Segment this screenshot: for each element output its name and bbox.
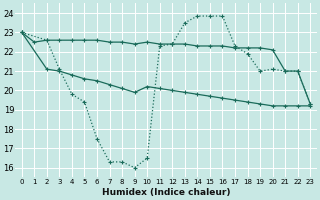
X-axis label: Humidex (Indice chaleur): Humidex (Indice chaleur): [102, 188, 230, 197]
